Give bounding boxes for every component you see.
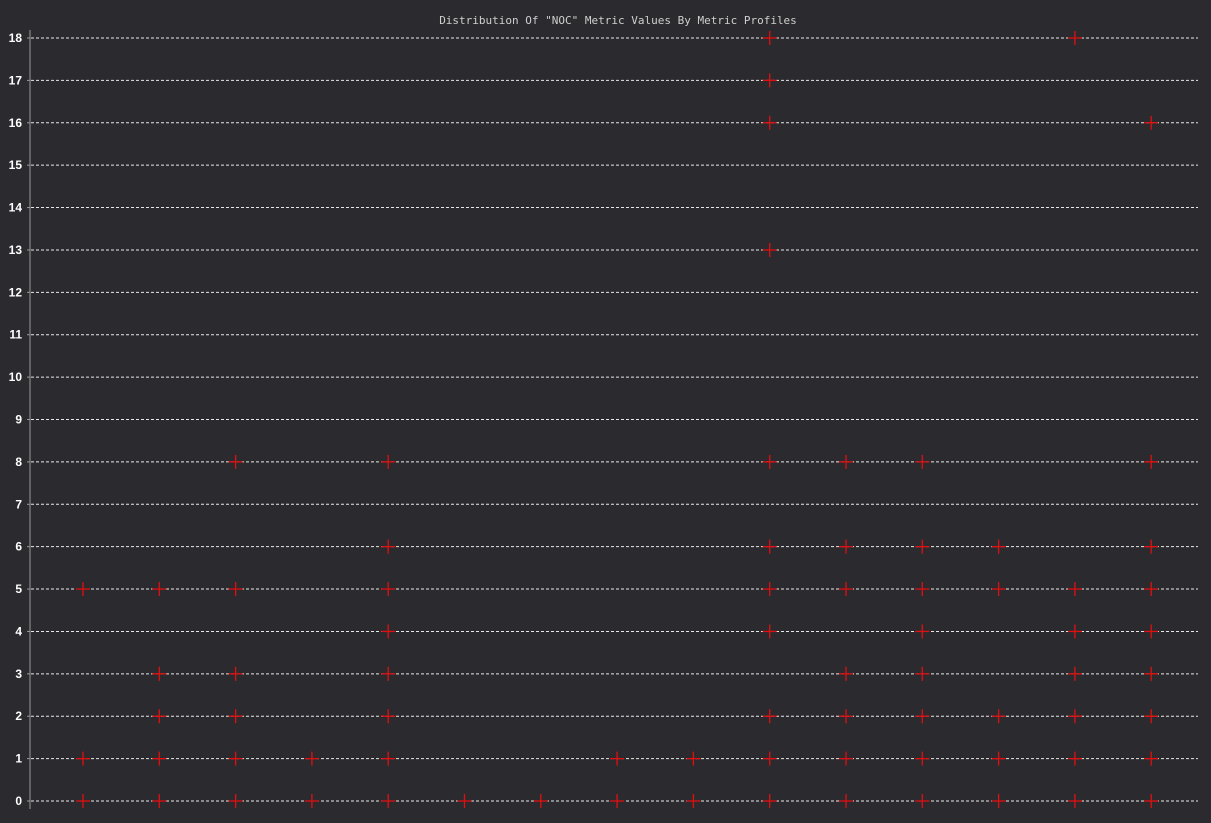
data-point (839, 709, 853, 724)
data-point (1067, 31, 1082, 45)
data-point (381, 539, 396, 554)
data-point (76, 751, 90, 766)
data-point (762, 31, 777, 45)
data-point (686, 751, 701, 766)
data-point (1067, 751, 1082, 766)
data-point (610, 751, 625, 766)
data-point (457, 794, 472, 808)
y-tick-label: 9 (15, 413, 22, 427)
data-point (991, 751, 1006, 766)
y-tick-label: 3 (15, 667, 22, 681)
y-tick-label: 14 (9, 201, 23, 215)
data-point (762, 242, 777, 257)
y-tick-label: 6 (15, 540, 22, 554)
data-point (1067, 582, 1082, 597)
data-point (1144, 582, 1159, 597)
data-point (1144, 539, 1159, 554)
data-point (1144, 709, 1159, 724)
data-point (152, 794, 167, 808)
data-point (991, 794, 1006, 808)
data-point (915, 751, 930, 766)
data-point (228, 666, 243, 681)
data-point (533, 794, 548, 808)
y-tick-label: 7 (15, 497, 22, 511)
data-point (1144, 751, 1159, 766)
y-tick-label: 5 (15, 582, 22, 596)
data-point (762, 751, 777, 766)
y-tick-label: 16 (9, 116, 23, 130)
data-point (991, 582, 1006, 597)
data-point (762, 709, 777, 724)
data-point (304, 794, 319, 808)
data-point (381, 582, 396, 597)
data-point (762, 539, 777, 554)
data-point (228, 454, 243, 469)
data-point (839, 539, 853, 554)
data-point (915, 454, 930, 469)
data-point (915, 624, 930, 639)
y-tick-label: 18 (9, 31, 23, 45)
y-tick-label: 2 (15, 709, 22, 723)
data-point (762, 582, 777, 597)
data-point (1067, 666, 1082, 681)
data-point (686, 794, 701, 808)
data-point (228, 582, 243, 597)
data-point (1144, 115, 1159, 130)
data-point (1067, 794, 1082, 808)
data-point (76, 582, 90, 597)
y-tick-label: 13 (9, 243, 23, 257)
data-point (228, 751, 243, 766)
data-point (915, 666, 930, 681)
data-point (228, 709, 243, 724)
data-point (381, 454, 396, 469)
data-point (762, 794, 777, 808)
data-point (152, 709, 167, 724)
data-point (304, 751, 319, 766)
data-point (1144, 666, 1159, 681)
data-point (991, 709, 1006, 724)
data-point (991, 539, 1006, 554)
data-point (762, 73, 777, 88)
data-point (839, 794, 853, 808)
data-point (1144, 794, 1159, 808)
data-point (915, 794, 930, 808)
data-point (381, 624, 396, 639)
data-point (762, 115, 777, 130)
y-tick-label: 15 (9, 158, 23, 172)
data-point (839, 751, 853, 766)
data-point (381, 666, 396, 681)
data-point (1067, 709, 1082, 724)
data-point (152, 582, 167, 597)
data-point (610, 794, 625, 808)
y-tick-label: 11 (9, 328, 22, 342)
data-point (839, 666, 853, 681)
data-point (152, 666, 167, 681)
data-point (915, 539, 930, 554)
data-point (1144, 454, 1159, 469)
y-tick-label: 1 (15, 752, 22, 766)
data-point (381, 794, 396, 808)
y-tick-label: 0 (15, 794, 22, 808)
chart-title: Distribution Of "NOC" Metric Values By M… (439, 14, 797, 27)
y-tick-label: 8 (15, 455, 22, 469)
y-tick-label: 10 (9, 370, 23, 384)
data-point (762, 624, 777, 639)
data-point (381, 709, 396, 724)
data-point (76, 794, 90, 808)
data-point (1067, 624, 1082, 639)
data-point (228, 794, 243, 808)
data-point (915, 709, 930, 724)
data-point (381, 751, 396, 766)
data-point (839, 582, 853, 597)
y-tick-label: 4 (15, 624, 22, 638)
data-point (762, 454, 777, 469)
data-point (839, 454, 853, 469)
y-tick-label: 17 (9, 73, 23, 87)
data-point (915, 582, 930, 597)
data-point (1144, 624, 1159, 639)
y-tick-label: 12 (9, 285, 23, 299)
data-point (152, 751, 167, 766)
